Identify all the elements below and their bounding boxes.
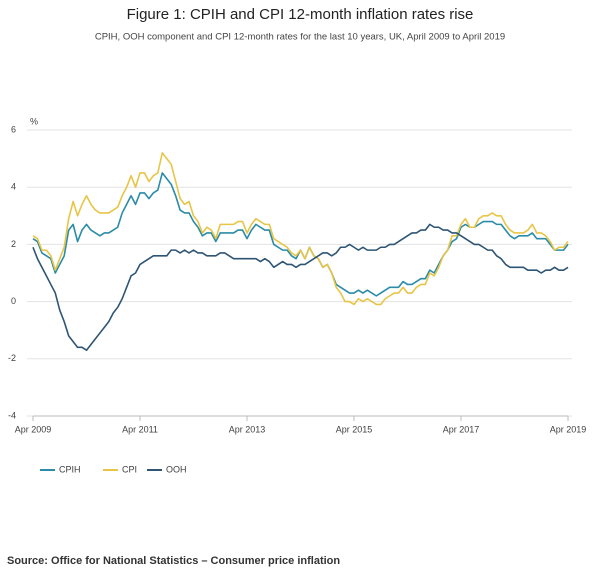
source: Source: Office for National Statistics –… [7,555,340,567]
y-tick-label: -2 [8,353,16,363]
x-tick-label: Apr 2017 [443,424,480,434]
x-tick-label: Apr 2019 [550,424,587,434]
x-tick-label: Apr 2009 [15,424,52,434]
chart-title: Figure 1: CPIH and CPI 12-month inflatio… [127,6,474,23]
x-tick-label: Apr 2011 [122,424,158,434]
series-line [32,172,569,297]
series-line [32,223,569,352]
y-tick-label: 4 [11,182,16,192]
legend-label: CPIH [59,464,81,474]
series-line [32,152,569,306]
y-tick-label: 0 [11,296,16,306]
x-tick-label: Apr 2015 [336,424,373,434]
legend-label: CPI [122,464,137,474]
y-tick-label: 6 [11,124,16,134]
legend-label: OOH [166,464,187,474]
x-tick-label: Apr 2013 [229,424,266,434]
y-tick-label: -4 [8,410,16,420]
y-axis-label: % [30,116,38,126]
y-tick-label: 2 [11,239,16,249]
chart-subtitle: CPIH, OOH component and CPI 12-month rat… [95,32,505,43]
